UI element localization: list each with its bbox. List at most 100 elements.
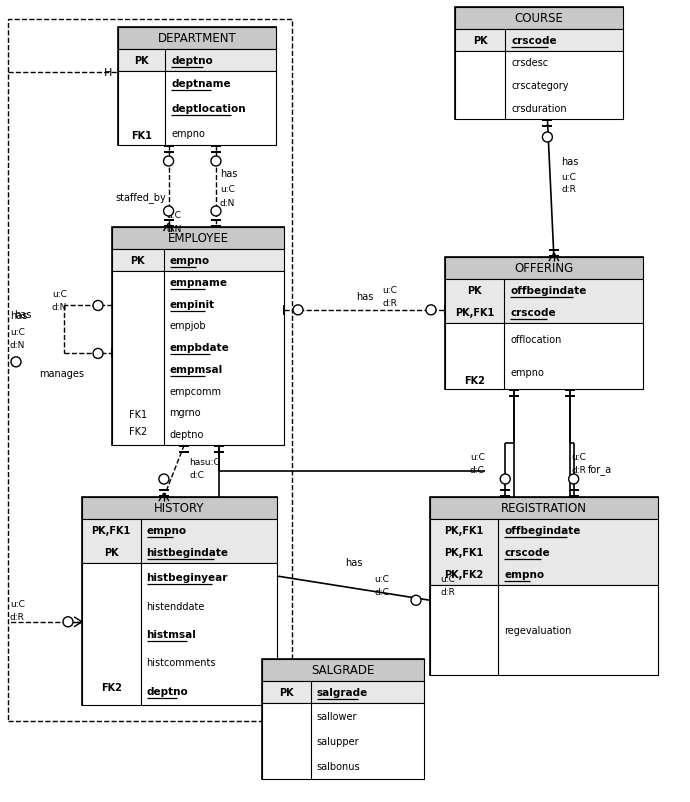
- Text: d:C: d:C: [375, 587, 389, 596]
- Text: has: has: [356, 291, 373, 302]
- Text: for_a: for_a: [588, 464, 612, 475]
- Text: d:N: d:N: [10, 341, 26, 350]
- Text: hasu:C: hasu:C: [189, 458, 220, 467]
- Text: SALGRADE: SALGRADE: [311, 664, 375, 677]
- Bar: [8, 20, 292, 721]
- Bar: [445, 257, 643, 280]
- Text: histenddate: histenddate: [146, 601, 205, 611]
- Circle shape: [211, 157, 221, 167]
- Bar: [455, 30, 623, 52]
- Text: crscode: crscode: [511, 308, 556, 318]
- Text: u:C: u:C: [220, 185, 235, 194]
- Text: staffed_by: staffed_by: [115, 192, 166, 203]
- Text: crsdesc: crsdesc: [511, 59, 549, 68]
- Text: deptlocation: deptlocation: [171, 104, 246, 114]
- Text: FK2: FK2: [101, 682, 121, 691]
- Text: d:R: d:R: [571, 466, 586, 475]
- Text: d:R: d:R: [440, 587, 455, 596]
- Text: manages: manages: [39, 369, 84, 379]
- Bar: [445, 257, 643, 390]
- Text: d:R: d:R: [382, 299, 397, 308]
- Text: empjob: empjob: [170, 321, 206, 331]
- Text: mgrno: mgrno: [170, 408, 201, 418]
- Text: u:C: u:C: [375, 574, 389, 583]
- Text: histmsal: histmsal: [146, 630, 197, 639]
- Text: has: has: [10, 311, 28, 321]
- Bar: [112, 272, 284, 445]
- Text: FK1: FK1: [129, 409, 147, 419]
- Text: empbdate: empbdate: [170, 342, 229, 353]
- Bar: [118, 28, 276, 50]
- Bar: [118, 50, 276, 72]
- Text: u:C: u:C: [10, 328, 25, 337]
- Text: u:C: u:C: [10, 600, 25, 609]
- Circle shape: [63, 617, 73, 627]
- Text: salgrade: salgrade: [317, 687, 368, 697]
- Text: u:C: u:C: [440, 574, 455, 583]
- Circle shape: [164, 157, 174, 167]
- Text: PK: PK: [130, 256, 145, 265]
- Text: u:C: u:C: [562, 172, 576, 181]
- Text: empno: empno: [504, 569, 544, 579]
- Text: PK,FK1: PK,FK1: [444, 547, 484, 557]
- Circle shape: [159, 475, 169, 484]
- Text: FK2: FK2: [128, 427, 147, 436]
- Bar: [455, 8, 623, 119]
- Circle shape: [411, 596, 421, 606]
- Bar: [82, 497, 277, 520]
- Circle shape: [293, 306, 303, 315]
- Text: deptno: deptno: [171, 56, 213, 66]
- Text: u:C: u:C: [382, 286, 397, 295]
- Text: u:C: u:C: [571, 453, 586, 462]
- Circle shape: [93, 301, 103, 311]
- Text: histcomments: histcomments: [146, 658, 216, 667]
- Circle shape: [93, 349, 103, 359]
- Bar: [430, 497, 658, 675]
- Bar: [455, 8, 623, 30]
- Text: H: H: [104, 67, 112, 78]
- Text: d:C: d:C: [470, 466, 484, 475]
- Text: empname: empname: [170, 277, 228, 287]
- Bar: [262, 659, 424, 779]
- Bar: [112, 228, 284, 445]
- Bar: [262, 659, 424, 681]
- Text: has: has: [562, 157, 579, 167]
- Text: HISTORY: HISTORY: [155, 502, 205, 515]
- Bar: [112, 228, 284, 249]
- Text: PK,FK2: PK,FK2: [444, 569, 484, 579]
- Circle shape: [542, 133, 553, 143]
- Text: COURSE: COURSE: [515, 13, 564, 26]
- Text: empno: empno: [171, 128, 206, 139]
- Text: has: has: [345, 557, 362, 567]
- Text: d:R: d:R: [10, 613, 25, 622]
- Text: PK: PK: [279, 687, 294, 697]
- Text: empno: empno: [170, 256, 210, 265]
- Text: d:N: d:N: [52, 302, 68, 312]
- Bar: [82, 520, 277, 563]
- Text: FK1: FK1: [131, 132, 152, 141]
- Text: offlocation: offlocation: [511, 335, 562, 345]
- Text: histbeginyear: histbeginyear: [146, 573, 228, 582]
- Text: offbegindate: offbegindate: [511, 286, 586, 296]
- Text: crscode: crscode: [511, 36, 557, 46]
- Text: PK: PK: [135, 56, 149, 66]
- Circle shape: [211, 207, 221, 217]
- Text: d:N: d:N: [220, 198, 235, 207]
- Text: deptname: deptname: [171, 79, 231, 89]
- Bar: [118, 72, 276, 146]
- Text: empno: empno: [511, 368, 544, 378]
- Text: REGISTRATION: REGISTRATION: [501, 502, 587, 515]
- Bar: [445, 280, 643, 323]
- Text: PK: PK: [467, 286, 482, 296]
- Text: u:C: u:C: [470, 453, 484, 462]
- Bar: [430, 497, 658, 520]
- Text: crscategory: crscategory: [511, 81, 569, 91]
- Text: PK: PK: [473, 36, 488, 46]
- Text: u:C: u:C: [52, 290, 67, 298]
- Text: salbonus: salbonus: [317, 761, 360, 772]
- Text: d:R: d:R: [562, 185, 576, 194]
- Bar: [82, 497, 277, 705]
- Text: histbegindate: histbegindate: [146, 547, 228, 557]
- Text: PK,FK1: PK,FK1: [444, 525, 484, 535]
- Text: deptno: deptno: [170, 430, 204, 439]
